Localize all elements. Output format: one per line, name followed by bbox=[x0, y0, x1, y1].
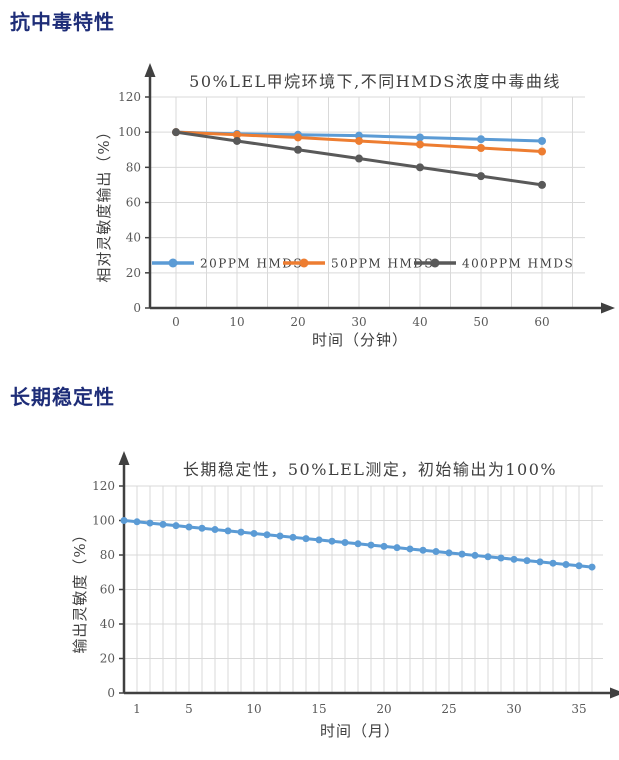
svg-text:0: 0 bbox=[133, 301, 141, 315]
chart-canvas-0: 0 20 40 60 80 100 120 0 10 20 30 40 50 60 50%LEL甲烷环境下,… bbox=[95, 55, 615, 360]
svg-text:80: 80 bbox=[100, 548, 115, 562]
y-axis: 0 20 40 60 80 100 120 bbox=[118, 90, 150, 315]
x-axis: 0 10 20 30 40 50 60 bbox=[145, 63, 616, 329]
svg-text:50: 50 bbox=[473, 315, 488, 329]
svg-text:20: 20 bbox=[100, 652, 115, 666]
svg-text:60: 60 bbox=[126, 196, 141, 210]
svg-text:20: 20 bbox=[376, 702, 391, 716]
svg-text:120: 120 bbox=[118, 90, 141, 104]
section-heading-anti-poisoning: 抗中毒特性 bbox=[10, 6, 115, 35]
legend-label: 400PPM HMDS bbox=[462, 257, 574, 271]
gridlines bbox=[124, 486, 603, 693]
chart-title: 长期稳定性，50%LEL测定，初始输出为100% bbox=[183, 460, 557, 479]
x-axis-title: 时间（月） bbox=[320, 722, 400, 740]
svg-text:100: 100 bbox=[118, 125, 141, 139]
svg-text:120: 120 bbox=[92, 479, 115, 493]
gridlines bbox=[150, 97, 585, 308]
svg-text:40: 40 bbox=[412, 315, 427, 329]
svg-text:10: 10 bbox=[229, 315, 244, 329]
svg-text:25: 25 bbox=[441, 702, 456, 716]
svg-text:30: 30 bbox=[506, 702, 521, 716]
svg-text:5: 5 bbox=[185, 702, 193, 716]
svg-text:0: 0 bbox=[107, 686, 115, 700]
x-axis-title: 时间（分钟） bbox=[312, 331, 408, 349]
svg-text:40: 40 bbox=[126, 231, 141, 245]
y-axis: 0 20 40 60 80 100 120 bbox=[92, 479, 124, 700]
svg-text:0: 0 bbox=[172, 315, 180, 329]
poisoning-curve-chart: 0 20 40 60 80 100 120 0 10 20 30 40 50 60 50%LEL甲烷环境下,… bbox=[95, 55, 615, 360]
svg-text:1: 1 bbox=[133, 702, 141, 716]
svg-text:40: 40 bbox=[100, 617, 115, 631]
section-heading-long-term-stability: 长期稳定性 bbox=[10, 381, 115, 410]
svg-text:60: 60 bbox=[100, 583, 115, 597]
svg-text:15: 15 bbox=[311, 702, 326, 716]
svg-text:20: 20 bbox=[126, 266, 141, 280]
svg-text:60: 60 bbox=[534, 315, 549, 329]
chart-title: 50%LEL甲烷环境下,不同HMDS浓度中毒曲线 bbox=[189, 72, 561, 91]
svg-text:35: 35 bbox=[571, 702, 586, 716]
svg-text:10: 10 bbox=[246, 702, 261, 716]
y-axis-title: 输出灵敏度（%） bbox=[71, 526, 89, 653]
svg-text:80: 80 bbox=[126, 160, 141, 174]
svg-text:20: 20 bbox=[290, 315, 305, 329]
y-axis-title: 相对灵敏度输出（%） bbox=[95, 123, 113, 282]
svg-text:30: 30 bbox=[351, 315, 366, 329]
svg-text:100: 100 bbox=[92, 514, 115, 528]
